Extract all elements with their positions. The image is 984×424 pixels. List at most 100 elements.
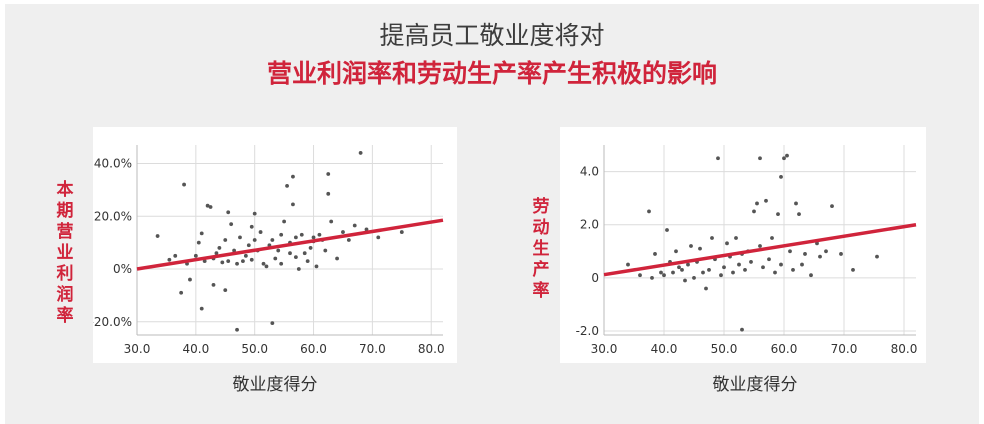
data-point	[659, 270, 663, 275]
data-point	[701, 270, 705, 275]
data-point	[270, 321, 275, 326]
data-point	[758, 244, 762, 248]
data-point	[311, 235, 316, 240]
data-point	[223, 238, 228, 242]
x-tick-label: 50.0	[241, 342, 268, 356]
data-point	[226, 259, 231, 264]
data-point	[683, 278, 687, 283]
chart-1-xlabel: 敬业度得分	[232, 375, 318, 395]
data-point	[671, 270, 675, 275]
data-point	[208, 205, 213, 209]
data-point	[653, 252, 657, 256]
data-point	[650, 275, 654, 280]
data-point	[243, 253, 248, 258]
y-tick-label: 40.0%	[94, 156, 132, 170]
chart-2-ylabel: 劳动生产率	[532, 197, 550, 301]
data-point	[155, 234, 160, 238]
data-point	[273, 256, 278, 261]
data-point	[252, 211, 257, 216]
y-tick-label: 0	[591, 271, 599, 285]
data-point	[214, 251, 219, 256]
data-point	[719, 273, 723, 278]
data-point	[232, 248, 236, 253]
y-tick-label: 2.0	[580, 218, 599, 232]
data-point	[809, 273, 813, 278]
data-point	[773, 270, 777, 275]
data-point	[707, 267, 711, 272]
data-point	[241, 259, 245, 264]
data-point	[677, 265, 681, 270]
data-point	[199, 231, 204, 236]
data-point	[326, 191, 331, 196]
data-point	[285, 184, 289, 188]
data-point	[299, 232, 304, 237]
data-point	[293, 235, 298, 240]
data-point	[824, 249, 828, 254]
y-tick-label: 0%	[113, 262, 132, 276]
data-point	[246, 243, 251, 248]
x-tick-label: 80.0	[418, 342, 445, 356]
data-point	[302, 251, 307, 256]
data-point	[291, 202, 295, 207]
x-tick-label: 60.0	[300, 342, 327, 356]
data-point	[839, 252, 843, 256]
data-point	[238, 235, 242, 240]
data-point	[740, 327, 744, 332]
data-point	[179, 290, 184, 295]
data-point	[358, 151, 363, 155]
data-point	[341, 230, 345, 234]
data-point	[851, 267, 855, 272]
data-point	[758, 156, 762, 161]
trend-line	[136, 218, 444, 271]
data-point	[698, 246, 702, 251]
data-point	[797, 212, 801, 216]
data-point	[167, 257, 172, 262]
data-point	[674, 249, 678, 254]
data-point	[710, 236, 714, 240]
data-point	[261, 261, 266, 266]
chart-1-svg: 30.0 40.0 50.0 60.0 70.0 80.0 -20.0% 0% 20.0% 40.…	[90, 145, 445, 356]
data-point	[205, 203, 210, 208]
data-point	[196, 240, 201, 245]
data-point	[665, 228, 669, 232]
data-point	[722, 265, 726, 270]
data-point	[704, 286, 708, 291]
x-tick-label: 60.0	[771, 342, 798, 356]
chart-2-plot-area: 30.0 40.0 50.0 60.0 70.0 80.0 -2.0 0 2.0 4.0	[560, 127, 926, 363]
data-point	[662, 273, 666, 278]
data-point	[173, 253, 178, 258]
data-point	[346, 238, 351, 242]
data-point	[276, 248, 281, 253]
data-point	[755, 201, 759, 206]
data-point	[818, 254, 822, 259]
x-tick-label: 40.0	[651, 342, 678, 356]
chart-2-xlabel: 敬业度得分	[712, 375, 798, 395]
data-point	[199, 306, 204, 311]
data-point	[258, 230, 263, 234]
data-point	[794, 201, 798, 206]
data-point	[782, 156, 786, 161]
data-point	[680, 267, 684, 272]
data-point	[779, 174, 783, 179]
data-point	[314, 264, 319, 269]
title-line-1: 提高员工敬业度将对	[379, 21, 605, 50]
data-point	[638, 273, 642, 278]
data-point	[193, 253, 198, 258]
x-tick-label: 50.0	[711, 342, 738, 356]
data-point	[626, 262, 630, 267]
chart-1-plot-area: 30.0 40.0 50.0 60.0 70.0 80.0 -20.0% 0% 20.0% 40.…	[90, 127, 457, 363]
data-point	[249, 257, 254, 262]
data-point	[279, 232, 284, 237]
y-tick-label: 4.0	[580, 165, 599, 179]
data-point	[830, 204, 834, 209]
data-point	[764, 198, 768, 203]
data-point	[686, 262, 690, 267]
data-point	[293, 255, 298, 260]
data-point	[235, 261, 239, 266]
data-point	[223, 288, 228, 293]
x-tick-label: 80.0	[891, 342, 918, 356]
data-point	[803, 252, 807, 256]
x-tick-label: 70.0	[359, 342, 386, 356]
data-point	[217, 246, 222, 250]
data-point	[249, 224, 254, 229]
